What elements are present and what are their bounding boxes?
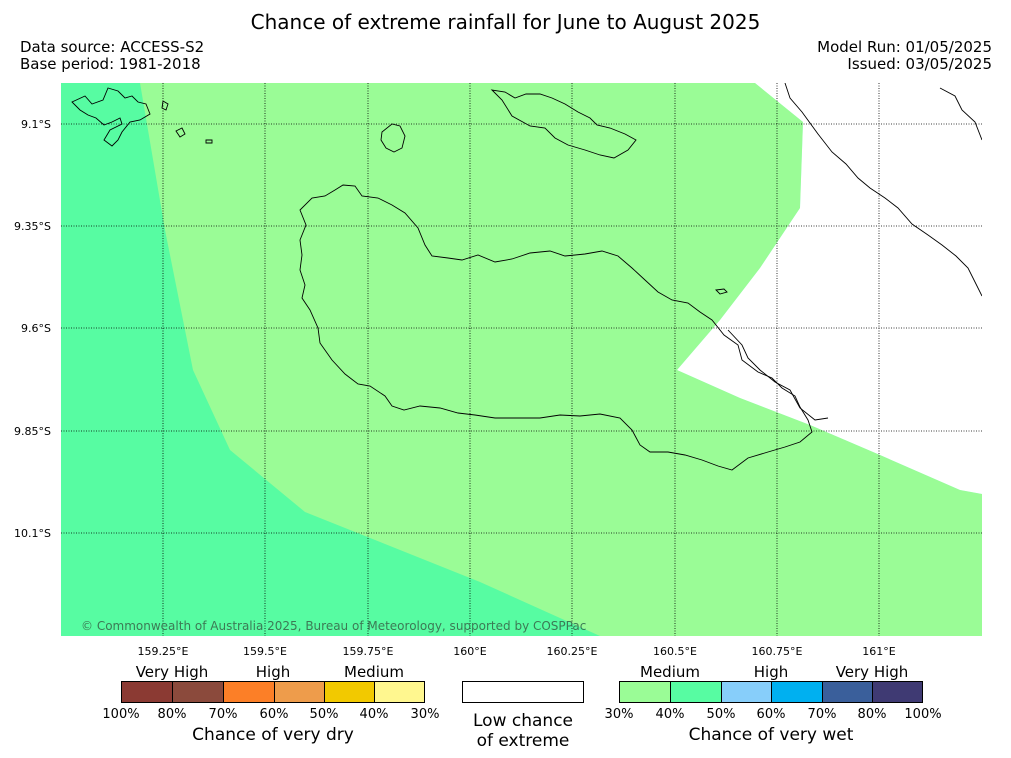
legend-tick: 50% xyxy=(309,707,339,722)
legend-tick: 40% xyxy=(655,707,685,722)
legend-dry-title: Chance of very dry xyxy=(192,725,354,745)
legend-swatch-neutral xyxy=(462,681,584,703)
legend-tick: 50% xyxy=(706,707,736,722)
copyright-notice: © Commonwealth of Australia 2025, Bureau… xyxy=(81,619,587,633)
legend-category: Very High xyxy=(835,663,909,681)
legend-swatch xyxy=(771,681,823,703)
legend-swatch xyxy=(721,681,772,703)
legend-swatch xyxy=(374,681,425,703)
legend-swatch xyxy=(274,681,325,703)
lat-label: 9.1°S xyxy=(21,118,51,131)
ngella-islands-coast xyxy=(490,89,637,159)
zone-low-chance xyxy=(677,83,982,494)
legend-category: High xyxy=(753,663,789,681)
legend-neutral-line1: Low chance xyxy=(473,711,573,731)
legend-neutral-label: Low chance of extreme xyxy=(453,711,593,751)
legend-tick: 70% xyxy=(807,707,837,722)
small-island-3 xyxy=(161,100,169,111)
legend-category: High xyxy=(255,663,291,681)
legend-swatch xyxy=(223,681,275,703)
legend-category: Medium xyxy=(344,663,404,681)
lon-label: 160.25°E xyxy=(546,645,598,658)
legend-tick: 80% xyxy=(157,707,187,722)
map-plot-area xyxy=(61,83,982,636)
legend-neutral-line2: of extreme xyxy=(476,731,570,751)
source-info: Data source: ACCESS-S2 Base period: 1981… xyxy=(20,39,204,73)
legend-tick: 80% xyxy=(857,707,887,722)
lon-label: 160.5°E xyxy=(653,645,697,658)
legend-swatch xyxy=(872,681,923,703)
lon-label: 159.75°E xyxy=(342,645,394,658)
lat-label: 10.1°S xyxy=(14,527,51,540)
legend-swatch xyxy=(121,681,173,703)
small-island-2 xyxy=(205,139,213,144)
malaita-coast xyxy=(784,83,982,297)
legend-swatch xyxy=(324,681,375,703)
legend-tick: 70% xyxy=(208,707,238,722)
run-info: Model Run: 01/05/2025 Issued: 03/05/2025 xyxy=(817,39,992,73)
small-island-5 xyxy=(715,288,728,295)
lat-label: 9.85°S xyxy=(14,425,51,438)
legend-category: Very High xyxy=(135,663,209,681)
legend-category: Medium xyxy=(640,663,700,681)
map-title: Chance of extreme rainfall for June to A… xyxy=(250,10,761,34)
guadalcanal-coast xyxy=(299,184,813,471)
legend-tick: 100% xyxy=(904,707,942,722)
lon-label: 160°E xyxy=(453,645,487,658)
lon-label: 159.5°E xyxy=(243,645,287,658)
base-period: Base period: 1981-2018 xyxy=(20,55,201,73)
lon-label: 159.25°E xyxy=(137,645,189,658)
zone-medium-30-40 xyxy=(61,83,982,636)
issued-date: Issued: 03/05/2025 xyxy=(847,55,992,73)
legend-tick: 60% xyxy=(756,707,786,722)
model-run: Model Run: 01/05/2025 xyxy=(817,38,992,56)
legend-wet-title: Chance of very wet xyxy=(688,725,854,745)
legend-swatch xyxy=(619,681,671,703)
lon-label: 161°E xyxy=(862,645,896,658)
legend-swatch xyxy=(822,681,873,703)
lat-label: 9.35°S xyxy=(14,220,51,233)
legend-tick: 40% xyxy=(359,707,389,722)
small-island-1 xyxy=(380,123,406,153)
legend-tick: 60% xyxy=(259,707,289,722)
lat-label: 9.6°S xyxy=(21,322,51,335)
malaita-south xyxy=(727,329,829,421)
legend-swatch xyxy=(172,681,224,703)
legend-swatch xyxy=(670,681,722,703)
graticule xyxy=(61,83,982,636)
russell-islands-coast xyxy=(71,87,151,147)
coastlines xyxy=(71,83,982,471)
legend-tick: 30% xyxy=(410,707,440,722)
malaita-east xyxy=(939,87,982,141)
legend-tick: 30% xyxy=(604,707,634,722)
lon-label: 160.75°E xyxy=(751,645,803,658)
small-island-4 xyxy=(175,127,186,138)
legend-tick: 100% xyxy=(102,707,140,722)
data-source: Data source: ACCESS-S2 xyxy=(20,38,205,56)
